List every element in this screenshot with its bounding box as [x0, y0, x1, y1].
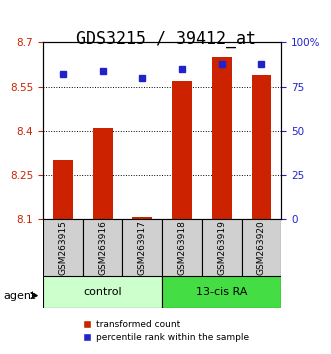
Bar	[252, 75, 271, 219]
FancyBboxPatch shape	[43, 276, 162, 308]
Bar	[172, 81, 192, 219]
FancyBboxPatch shape	[202, 219, 242, 276]
Text: GSM263916: GSM263916	[98, 220, 107, 275]
FancyBboxPatch shape	[162, 276, 281, 308]
Bar	[93, 128, 113, 219]
Text: agent: agent	[3, 291, 36, 301]
Bar	[132, 217, 152, 219]
Text: GSM263919: GSM263919	[217, 220, 226, 275]
Text: GDS3215 / 39412_at: GDS3215 / 39412_at	[75, 30, 256, 48]
FancyBboxPatch shape	[242, 219, 281, 276]
Bar	[53, 160, 73, 219]
Text: GSM263918: GSM263918	[177, 220, 187, 275]
Legend: transformed count, percentile rank within the sample: transformed count, percentile rank withi…	[78, 316, 253, 346]
FancyBboxPatch shape	[83, 219, 122, 276]
Text: GSM263917: GSM263917	[138, 220, 147, 275]
Text: control: control	[83, 287, 122, 297]
Text: GSM263920: GSM263920	[257, 221, 266, 275]
Text: 13-cis RA: 13-cis RA	[196, 287, 248, 297]
FancyBboxPatch shape	[162, 219, 202, 276]
Bar	[212, 57, 232, 219]
Text: GSM263915: GSM263915	[58, 220, 68, 275]
FancyBboxPatch shape	[122, 219, 162, 276]
FancyBboxPatch shape	[43, 219, 83, 276]
